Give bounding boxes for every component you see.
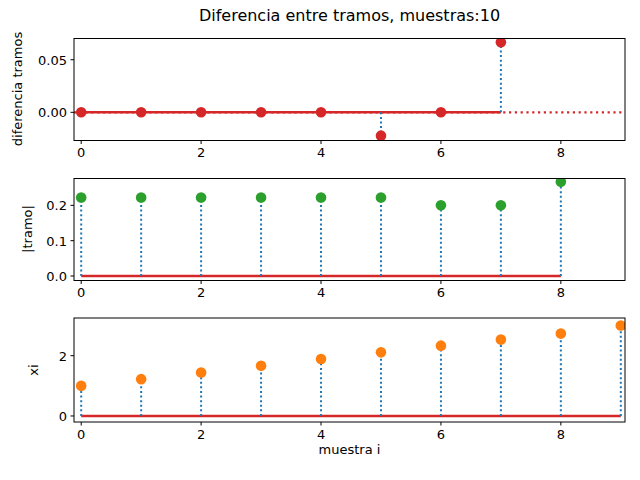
axes-spines — [74, 179, 625, 281]
stem-marker — [136, 107, 147, 118]
stem-marker — [556, 328, 567, 339]
stem-marker — [316, 192, 327, 203]
stem-marker — [496, 334, 507, 345]
y-tick-label: 0.00 — [27, 105, 67, 120]
stem-marker — [76, 381, 87, 392]
x-tick-label: 4 — [317, 427, 325, 442]
stem-marker — [136, 374, 147, 385]
x-tick-label: 8 — [557, 145, 565, 160]
y-tick-label: 0 — [27, 408, 67, 423]
y-tick-label: 0.0 — [27, 269, 67, 284]
axes-spines — [74, 39, 625, 141]
stem-marker — [376, 347, 387, 358]
y-tick-label: 0.1 — [27, 233, 67, 248]
stem-marker — [316, 107, 327, 118]
x-tick-label: 8 — [557, 427, 565, 442]
stem-marker — [376, 192, 387, 203]
axes-spines — [74, 318, 625, 422]
stem-marker — [316, 354, 327, 365]
stem-marker — [436, 107, 447, 118]
x-tick-label: 4 — [317, 145, 325, 160]
stem-marker — [496, 200, 507, 211]
stem-marker — [76, 192, 87, 203]
stem-marker — [376, 130, 387, 141]
stem-marker — [196, 367, 207, 378]
ylabel-diferencia-tramos: diferencia tramos — [10, 32, 25, 146]
figure-canvas: Diferencia entre tramos, muestras:10 dif… — [0, 0, 640, 480]
stem-marker — [256, 192, 267, 203]
stem-marker — [436, 200, 447, 211]
stem-marker — [436, 340, 447, 351]
xi-marks — [76, 320, 626, 416]
chart-title: Diferencia entre tramos, muestras:10 — [74, 6, 625, 26]
x-tick-label: 6 — [437, 285, 445, 300]
x-tick-label: 0 — [77, 285, 85, 300]
tramo-abs-marks — [76, 176, 566, 276]
stem-marker — [136, 192, 147, 203]
stem-marker — [76, 107, 87, 118]
stem-marker — [196, 107, 207, 118]
x-tick-label: 2 — [197, 427, 205, 442]
y-tick-label: 2 — [27, 348, 67, 363]
y-tick-label: 0.05 — [27, 52, 67, 67]
diferencia-tramos-marks — [74, 37, 625, 141]
stem-marker — [256, 360, 267, 371]
x-tick-label: 6 — [437, 427, 445, 442]
x-tick-label: 6 — [437, 145, 445, 160]
stem-marker — [196, 192, 207, 203]
x-tick-label: 2 — [197, 145, 205, 160]
y-tick-label: 0.2 — [27, 198, 67, 213]
x-tick-label: 8 — [557, 285, 565, 300]
stem-marker — [256, 107, 267, 118]
x-tick-label: 2 — [197, 285, 205, 300]
x-tick-label: 4 — [317, 285, 325, 300]
ylabel-xi: xi — [26, 364, 41, 375]
x-tick-label: 0 — [77, 145, 85, 160]
xlabel-muestra-i: muestra i — [74, 442, 625, 457]
x-tick-label: 0 — [77, 427, 85, 442]
plot-area — [0, 0, 640, 480]
